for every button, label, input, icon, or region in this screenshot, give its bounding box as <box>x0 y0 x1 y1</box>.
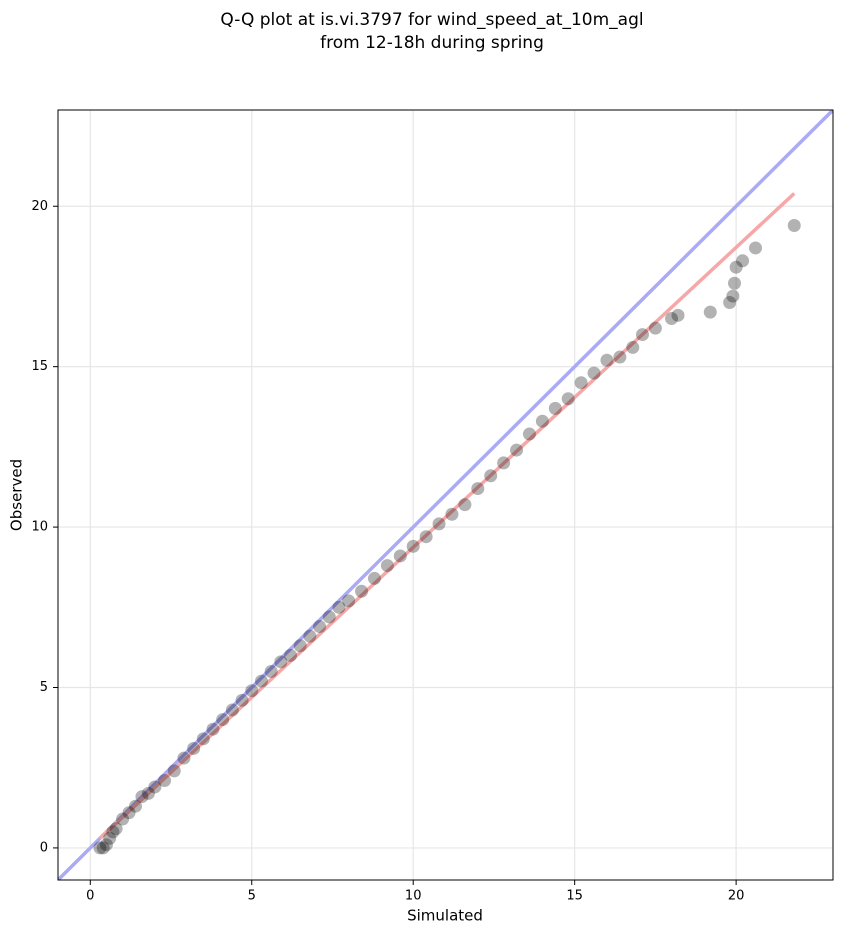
point <box>177 751 191 765</box>
point <box>109 822 123 836</box>
point <box>303 629 317 643</box>
reference-line <box>98 192 796 840</box>
point <box>167 764 181 778</box>
point <box>322 610 336 624</box>
x-axis-label: Simulated <box>407 907 483 925</box>
y-tick-label: 0 <box>40 840 48 855</box>
point <box>116 812 130 826</box>
y-tick-label: 15 <box>31 359 48 374</box>
point <box>148 780 162 794</box>
point <box>648 321 662 335</box>
plot-area <box>58 110 833 880</box>
point <box>471 482 485 496</box>
point <box>510 443 524 457</box>
point <box>106 825 120 839</box>
point <box>93 841 107 855</box>
point <box>380 559 394 573</box>
point <box>158 774 172 788</box>
point <box>254 674 268 688</box>
point <box>587 366 601 380</box>
point <box>135 790 149 804</box>
point <box>216 713 230 727</box>
point <box>561 392 575 406</box>
point <box>635 328 649 342</box>
point <box>419 530 433 544</box>
point <box>206 722 220 736</box>
axes: 0 5 10 15 20 0 5 10 15 20 <box>31 199 744 904</box>
point <box>367 571 381 585</box>
point <box>235 693 249 707</box>
point <box>703 305 717 319</box>
point <box>613 350 627 364</box>
point <box>103 831 117 845</box>
point <box>393 549 407 563</box>
chart-title: Q-Q plot at is.vi.3797 for wind_speed_at… <box>220 10 643 30</box>
point <box>671 308 685 322</box>
x-tick-label: 0 <box>86 889 94 904</box>
point <box>284 648 297 662</box>
point <box>264 664 278 678</box>
point <box>293 639 307 653</box>
chart-title: from 12-18h during spring <box>320 33 544 53</box>
point <box>600 353 614 367</box>
point <box>665 312 679 326</box>
point <box>728 276 742 290</box>
point <box>736 254 750 268</box>
y-tick-label: 10 <box>31 520 48 535</box>
point <box>522 427 536 441</box>
point <box>535 414 549 428</box>
point <box>445 507 459 521</box>
point <box>355 584 369 598</box>
x-tick-label: 5 <box>248 889 256 904</box>
point <box>484 469 498 483</box>
point <box>626 340 640 354</box>
point <box>729 260 743 274</box>
point <box>332 600 346 614</box>
point <box>129 799 142 813</box>
point <box>313 620 327 634</box>
point <box>723 296 737 309</box>
point <box>187 741 201 755</box>
point <box>141 786 155 800</box>
plot-frame <box>57 109 834 881</box>
point <box>432 517 446 531</box>
x-tick-label: 15 <box>566 889 583 904</box>
point <box>406 539 420 553</box>
point <box>99 838 113 852</box>
reference-line <box>58 110 833 880</box>
point <box>548 401 562 415</box>
point <box>787 219 801 232</box>
point <box>726 289 740 303</box>
point <box>225 703 239 717</box>
point <box>122 806 136 820</box>
x-tick-label: 10 <box>405 889 422 904</box>
y-axis-label: Observed <box>8 459 26 531</box>
point <box>574 376 588 390</box>
point <box>497 456 511 470</box>
x-tick-label: 20 <box>728 889 745 904</box>
point <box>196 732 210 746</box>
point <box>245 684 259 698</box>
point <box>458 498 472 512</box>
y-tick-label: 20 <box>31 199 48 214</box>
point <box>749 241 762 255</box>
point <box>274 655 288 669</box>
point <box>96 841 110 855</box>
y-tick-label: 5 <box>40 680 48 695</box>
point <box>342 594 356 608</box>
